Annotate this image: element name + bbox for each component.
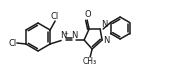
Text: Cl: Cl — [51, 11, 59, 20]
Text: N: N — [103, 35, 109, 45]
Text: +: + — [64, 31, 68, 36]
Text: N: N — [60, 30, 66, 40]
Text: Cl: Cl — [8, 38, 16, 48]
Text: CH₃: CH₃ — [83, 58, 97, 67]
Text: N: N — [71, 30, 77, 40]
Text: O: O — [85, 10, 91, 19]
Text: N: N — [101, 19, 108, 28]
